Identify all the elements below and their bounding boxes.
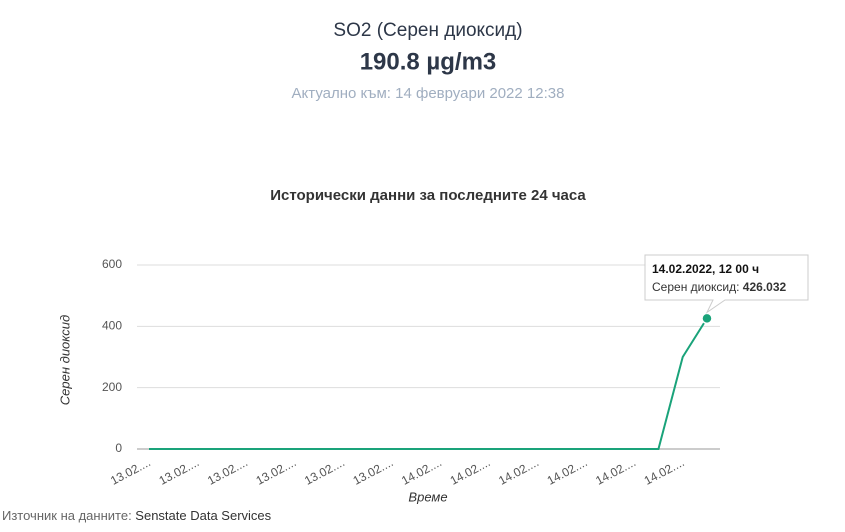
x-tick-label: 13.02....: [157, 455, 202, 488]
x-tick-label: 13.02....: [254, 455, 299, 488]
x-axis-label: Време: [408, 489, 447, 504]
series-line: [149, 317, 708, 450]
hover-point: [701, 312, 713, 325]
chart-title: Исторически данни за последните 24 часа: [270, 187, 586, 204]
tooltip: 14.02.2022, 12 00 ч Серен диоксид: 426.03…: [644, 254, 809, 314]
pollutant-title: SO2 (Серен диоксид): [333, 20, 522, 41]
source-name: Senstate Data Services: [135, 508, 271, 523]
x-tick-label: 13.02....: [302, 455, 347, 488]
updated-time: Актуално към: 14 февруари 2022 12:38: [292, 85, 565, 102]
y-tick-label: 200: [102, 380, 122, 394]
x-tick-label: 13.02....: [205, 455, 250, 488]
y-tick-label: 600: [102, 257, 122, 271]
current-value: 190.8 µg/m3: [360, 48, 497, 75]
x-tick-label: 14.02....: [593, 455, 638, 488]
tooltip-line: Серен диоксид: 426.032: [652, 280, 787, 294]
x-tick-label: 14.02....: [496, 455, 541, 488]
x-tick-label: 13.02....: [108, 455, 153, 488]
tooltip-value: 426.032: [743, 280, 787, 294]
source-label: Източник на данните:: [2, 508, 135, 523]
y-tick-label: 0: [115, 441, 122, 455]
tooltip-box: [644, 254, 809, 314]
x-tick-label: 14.02....: [545, 455, 590, 488]
tooltip-title: 14.02.2022, 12 00 ч: [652, 262, 759, 276]
x-tick-label: 14.02....: [642, 455, 687, 488]
y-axis-label: Серен диоксид: [57, 315, 72, 405]
x-tick-label: 14.02....: [399, 455, 444, 488]
source-note: Източник на данните: Senstate Data Servi…: [2, 508, 272, 523]
tooltip-label: Серен диоксид:: [652, 280, 743, 294]
x-tick-label: 14.02....: [448, 455, 493, 488]
x-tick-label: 13.02....: [351, 455, 396, 488]
y-tick-label: 400: [102, 319, 122, 333]
